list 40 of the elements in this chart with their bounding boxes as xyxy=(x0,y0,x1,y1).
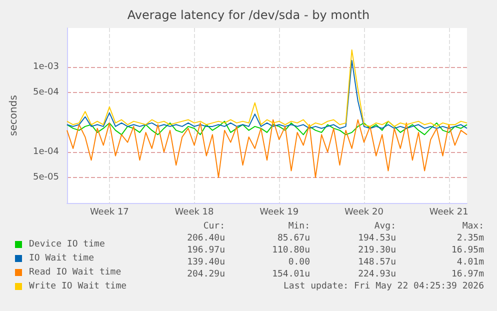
text: 196.97u xyxy=(187,246,225,256)
text: Cur: xyxy=(203,222,225,232)
line-series xyxy=(66,60,468,129)
text: 16.97m xyxy=(451,270,484,280)
text: 16.95m xyxy=(451,246,484,256)
line-series xyxy=(66,49,468,127)
y-tick-label: 1e-04 xyxy=(33,146,60,157)
text: 110.80u xyxy=(272,246,310,256)
text: 85.67u xyxy=(277,234,310,244)
y-tick-label: 1e-03 xyxy=(33,62,59,72)
text: Min: xyxy=(288,222,310,232)
legend-label: IO Wait time xyxy=(29,254,94,264)
text: 224.93u xyxy=(358,270,396,280)
x-tick-label: Week 21 xyxy=(429,208,468,218)
legend-label: Device IO time xyxy=(29,240,105,250)
x-tick-label: Week 19 xyxy=(260,208,299,218)
text: 0.00 xyxy=(288,258,310,268)
x-tick-label: Week 18 xyxy=(174,208,214,218)
y-axis-title: seconds xyxy=(8,95,20,136)
text: 194.53u xyxy=(358,234,396,244)
chart-title: Average latency for /dev/sda - by month xyxy=(127,8,370,22)
text: 148.57u xyxy=(358,258,396,268)
text: 4.01m xyxy=(456,258,484,268)
text: 139.40u xyxy=(187,258,225,268)
text: 219.30u xyxy=(358,246,396,256)
text: Last update: Fri May 22 04:25:39 2026 xyxy=(284,282,484,292)
text: 2.35m xyxy=(456,234,484,244)
legend-label: Write IO Wait time xyxy=(29,282,127,292)
y-tick-label: 5e-05 xyxy=(33,172,59,182)
text: 206.40u xyxy=(187,234,225,244)
y-tick-label: 5e-04 xyxy=(33,88,60,98)
line-series xyxy=(66,119,468,178)
text: 204.29u xyxy=(187,270,225,280)
text: Avg: xyxy=(374,222,396,232)
legend-label: Read IO Wait time xyxy=(29,268,122,278)
x-tick-label: Week 20 xyxy=(344,208,384,218)
x-tick-label: Week 17 xyxy=(90,208,129,218)
text: 154.01u xyxy=(272,270,310,280)
line-series xyxy=(66,120,468,136)
text: Max: xyxy=(462,222,484,232)
